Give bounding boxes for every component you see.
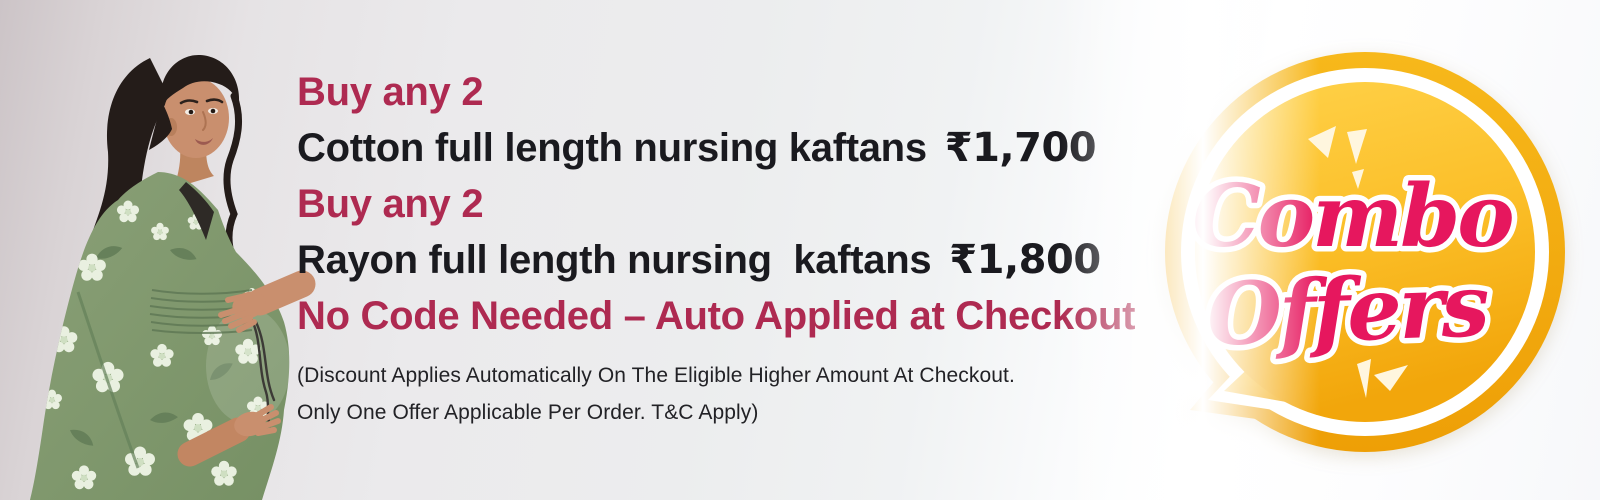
offer-2-product: Rayon full length nursing kaftans (297, 238, 932, 282)
badge-word-offers: Offers (1206, 255, 1490, 366)
sparkle-bottom-right-icon (1374, 365, 1408, 391)
offer-2-detail: Rayon full length nursing kaftans ₹1,800 (297, 232, 1157, 288)
model-dress (30, 172, 290, 500)
model-hand-top (218, 270, 316, 333)
combo-offers-badge: Combo Offers (1165, 52, 1565, 452)
badge-sparkles (1308, 126, 1408, 398)
sparkle-top-right-icon (1347, 129, 1367, 164)
fine-print-line-1: (Discount Applies Automatically On The E… (297, 364, 1015, 387)
offer-1-prefix: Buy any 2 (297, 70, 484, 114)
sparkle-bottom-left-icon (1357, 359, 1371, 398)
sparkle-top-left-icon (1308, 126, 1336, 158)
offer-1-product: Cotton full length nursing kaftans (297, 126, 927, 170)
offer-1-detail: Cotton full length nursing kaftans ₹1,700 (297, 120, 1157, 176)
model-photo (30, 54, 316, 500)
fine-print-line-2: Only One Offer Applicable Per Order. T&C… (297, 401, 759, 424)
offer-1-price: ₹1,700 (944, 125, 1097, 171)
offer-2-prefix: Buy any 2 (297, 182, 484, 226)
highlight-line: No Code Needed – Auto Applied at Checkou… (297, 294, 1136, 338)
offer-text-block: Buy any 2 Cotton full length nursing kaf… (297, 64, 1157, 431)
offer-2-price: ₹1,800 (949, 237, 1101, 283)
badge-bubble (1165, 52, 1565, 452)
badge-word-combo: Combo (1192, 166, 1512, 267)
model-hand-bottom (177, 404, 281, 467)
model-hair-front (149, 54, 243, 262)
